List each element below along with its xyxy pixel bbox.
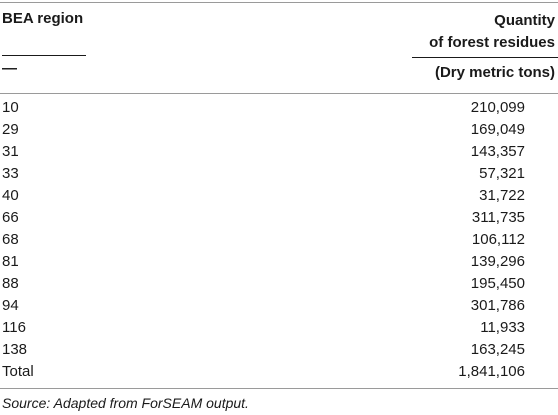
cell-region: 138 bbox=[2, 341, 28, 358]
cell-region-total: Total bbox=[2, 363, 34, 380]
cell-quantity: 163,245 bbox=[470, 341, 525, 358]
table-row-total: Total 1,841,106 bbox=[0, 362, 558, 384]
table-row: 68 106,112 bbox=[0, 230, 558, 252]
cell-quantity: 139,296 bbox=[470, 253, 525, 270]
cell-quantity: 57,321 bbox=[479, 165, 525, 182]
cell-quantity: 311,735 bbox=[471, 209, 525, 226]
table-top-rule bbox=[0, 2, 558, 3]
table-row: 33 57,321 bbox=[0, 164, 558, 186]
table-row: 81 139,296 bbox=[0, 252, 558, 274]
table-row: 94 301,786 bbox=[0, 296, 558, 318]
table-bottom-rule bbox=[0, 388, 558, 389]
column-unit-region: — bbox=[2, 60, 17, 77]
column-unit-quantity: (Dry metric tons) bbox=[434, 64, 555, 81]
table-body: 10 210,099 29 169,049 31 143,357 33 57,3… bbox=[0, 98, 558, 384]
table-row: 29 169,049 bbox=[0, 120, 558, 142]
cell-quantity: 301,786 bbox=[470, 297, 525, 314]
table-row: 66 311,735 bbox=[0, 208, 558, 230]
table-row: 40 31,722 bbox=[0, 186, 558, 208]
cell-region: 31 bbox=[2, 143, 19, 160]
cell-quantity: 195,450 bbox=[470, 275, 525, 292]
table-row: 10 210,099 bbox=[0, 98, 558, 120]
table-source-note: Source: Adapted from ForSEAM output. bbox=[2, 395, 249, 411]
cell-quantity: 210,099 bbox=[470, 99, 525, 116]
cell-quantity: 31,722 bbox=[479, 187, 525, 204]
table-row: 31 143,357 bbox=[0, 142, 558, 164]
cell-region: 10 bbox=[2, 99, 19, 116]
cell-region: 94 bbox=[2, 297, 19, 314]
table-row: 88 195,450 bbox=[0, 274, 558, 296]
column-header-region: BEA region bbox=[2, 10, 84, 27]
cell-quantity-total: 1,841,106 bbox=[458, 363, 525, 380]
table-row: 138 163,245 bbox=[0, 340, 558, 362]
table-row: 116 11,933 bbox=[0, 318, 558, 340]
cell-region: 40 bbox=[2, 187, 19, 204]
cell-region: 68 bbox=[2, 231, 19, 248]
cell-quantity: 143,357 bbox=[470, 143, 525, 160]
column-header-region-underline bbox=[2, 55, 86, 56]
column-header-quantity-line1: Quantity bbox=[494, 12, 555, 29]
cell-region: 29 bbox=[2, 121, 19, 138]
cell-region: 81 bbox=[2, 253, 19, 270]
column-header-quantity: Quantity of forest residues bbox=[429, 10, 555, 54]
cell-region: 116 bbox=[2, 319, 26, 336]
cell-quantity: 169,049 bbox=[470, 121, 525, 138]
column-header-quantity-line2: of forest residues bbox=[429, 34, 555, 51]
cell-region: 33 bbox=[2, 165, 19, 182]
cell-quantity: 106,112 bbox=[471, 231, 525, 248]
table-header-rule bbox=[0, 93, 558, 94]
cell-region: 88 bbox=[2, 275, 19, 292]
cell-quantity: 11,933 bbox=[480, 319, 525, 336]
column-header-quantity-underline bbox=[412, 57, 558, 58]
cell-region: 66 bbox=[2, 209, 19, 226]
